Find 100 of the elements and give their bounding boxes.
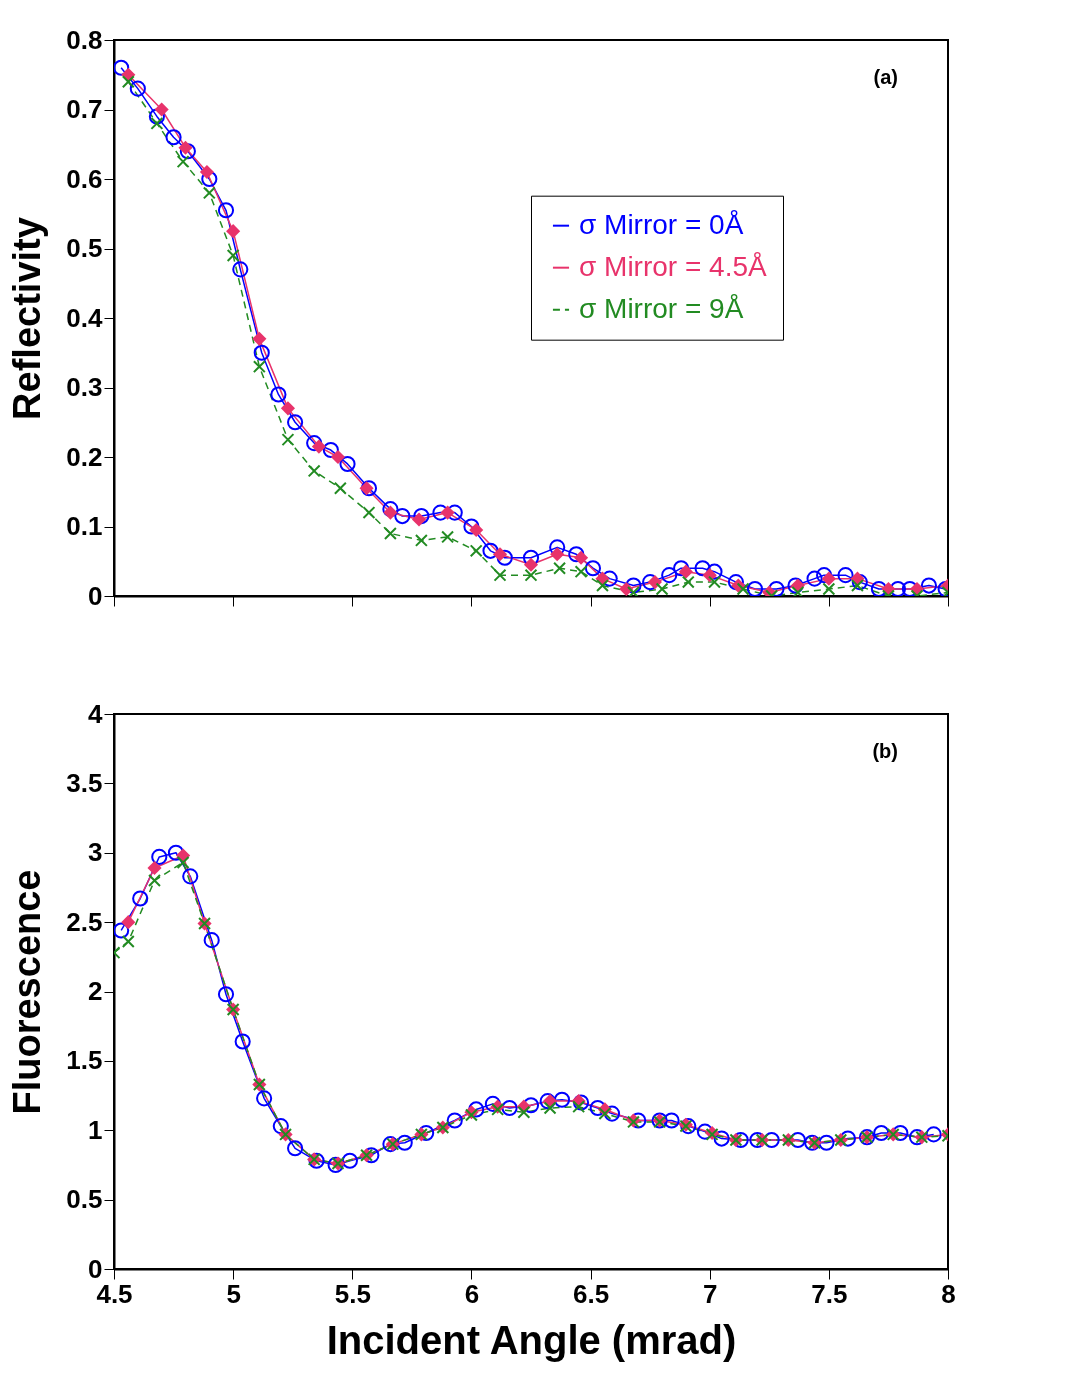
point bbox=[818, 1134, 835, 1151]
point bbox=[713, 1130, 730, 1147]
point bbox=[179, 143, 196, 160]
y-tick-label: 3.5 bbox=[66, 767, 103, 798]
x-tick-label: 6 bbox=[464, 1278, 480, 1309]
point bbox=[492, 547, 508, 562]
point bbox=[673, 560, 690, 577]
point bbox=[522, 1097, 540, 1114]
point bbox=[359, 481, 374, 496]
point bbox=[280, 401, 296, 416]
point bbox=[178, 140, 193, 155]
point bbox=[925, 1126, 942, 1143]
point bbox=[482, 542, 499, 559]
point bbox=[272, 1118, 289, 1135]
point bbox=[574, 565, 588, 579]
y-tick-label: 0 bbox=[88, 580, 103, 611]
point bbox=[132, 890, 149, 907]
point bbox=[226, 224, 241, 239]
point bbox=[568, 546, 585, 563]
legend-label: σ Mirror = 0Å bbox=[579, 208, 744, 240]
x-tick-label: 5.5 bbox=[334, 1278, 371, 1309]
point bbox=[572, 1094, 590, 1111]
point bbox=[543, 1101, 557, 1115]
point bbox=[524, 568, 538, 582]
point bbox=[523, 557, 539, 572]
y-axis-title: Reflectivity bbox=[6, 217, 49, 420]
point bbox=[680, 1118, 697, 1135]
point bbox=[281, 433, 295, 447]
point bbox=[150, 116, 164, 130]
annotation: (b) bbox=[872, 740, 898, 762]
point bbox=[129, 80, 146, 97]
point bbox=[182, 868, 199, 885]
x-tick-label: 5 bbox=[226, 1278, 241, 1309]
point bbox=[598, 1107, 612, 1121]
legend-label: σ Mirror = 4.5Å bbox=[579, 250, 767, 282]
annotation: (a) bbox=[873, 66, 898, 88]
point bbox=[573, 550, 589, 565]
y-axis-title: Fluorescence bbox=[6, 869, 49, 1115]
point bbox=[330, 449, 346, 465]
point bbox=[517, 1105, 531, 1119]
point bbox=[253, 344, 270, 361]
point bbox=[626, 586, 640, 596]
point bbox=[339, 455, 356, 473]
point bbox=[114, 922, 130, 939]
x-tick-label: 8 bbox=[941, 1278, 956, 1309]
legend-label: σ Mirror = 9Å bbox=[579, 292, 744, 324]
point bbox=[920, 577, 938, 594]
point bbox=[881, 581, 896, 596]
point bbox=[341, 1152, 358, 1169]
point bbox=[663, 1112, 680, 1129]
point bbox=[889, 580, 907, 596]
point bbox=[226, 248, 240, 262]
x-tick-label: 7.5 bbox=[811, 1278, 848, 1309]
point bbox=[362, 506, 376, 520]
point bbox=[469, 544, 483, 558]
point bbox=[394, 508, 411, 525]
y-tick-label: 0.2 bbox=[66, 441, 103, 472]
y-tick-label: 2.5 bbox=[66, 906, 103, 937]
point bbox=[151, 848, 168, 865]
point bbox=[661, 567, 678, 584]
point bbox=[148, 108, 165, 125]
point bbox=[148, 874, 161, 887]
point bbox=[553, 561, 567, 575]
point bbox=[217, 986, 235, 1003]
point bbox=[584, 560, 602, 577]
point bbox=[360, 480, 378, 497]
point bbox=[768, 580, 785, 596]
point bbox=[287, 414, 304, 431]
point bbox=[121, 75, 135, 89]
point bbox=[696, 1123, 714, 1140]
point bbox=[307, 464, 321, 478]
y-tick-label: 3 bbox=[88, 837, 103, 868]
point bbox=[176, 855, 190, 869]
point bbox=[727, 574, 744, 591]
point bbox=[596, 579, 609, 593]
point bbox=[468, 1101, 485, 1118]
y-tick-label: 0.8 bbox=[66, 24, 103, 55]
point bbox=[432, 504, 449, 521]
point bbox=[851, 574, 868, 591]
point bbox=[121, 935, 135, 949]
point bbox=[256, 1090, 273, 1107]
point bbox=[850, 579, 864, 593]
y-tick-label: 4 bbox=[88, 698, 104, 729]
point bbox=[252, 331, 267, 346]
point bbox=[165, 129, 182, 146]
point bbox=[176, 155, 190, 169]
point bbox=[203, 932, 220, 949]
point bbox=[736, 582, 750, 596]
point bbox=[681, 575, 695, 589]
point bbox=[411, 512, 427, 527]
point bbox=[839, 1130, 856, 1147]
point bbox=[603, 1105, 621, 1122]
point bbox=[446, 1112, 463, 1129]
x-axis-title: Incident Angle (mrad) bbox=[326, 1317, 737, 1362]
y-tick-label: 1.5 bbox=[66, 1045, 103, 1076]
y-tick-label: 0.1 bbox=[66, 511, 103, 541]
point bbox=[822, 582, 836, 596]
point bbox=[694, 560, 711, 577]
y-tick-label: 2 bbox=[88, 976, 103, 1006]
point bbox=[382, 501, 399, 518]
